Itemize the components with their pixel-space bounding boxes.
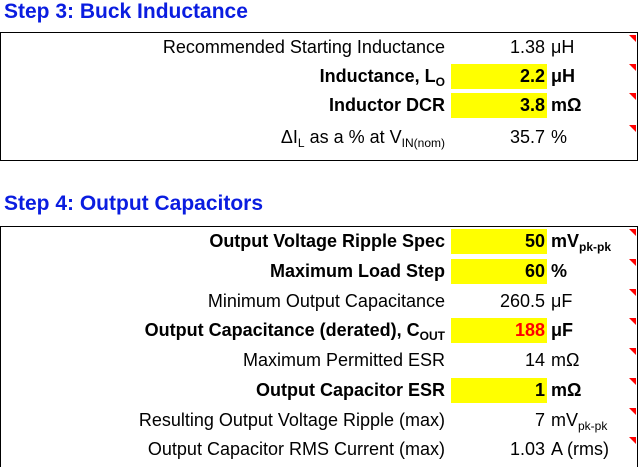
red-triangle-comment-icon[interactable] <box>629 125 636 132</box>
capacitor-esr-unit: mΩ <box>551 380 582 400</box>
recommended-inductance-value: 1.38 <box>509 37 545 57</box>
step3-title: Step 3: Buck Inductance <box>4 0 248 23</box>
step4-row-rms-current: Output Capacitor RMS Current (max) 1.03 … <box>1 435 637 464</box>
inductor-dcr-unit: mΩ <box>551 95 582 115</box>
step3-row-recommended-inductance: Recommended Starting Inductance 1.38 μH <box>1 33 637 62</box>
red-triangle-comment-icon[interactable] <box>629 437 636 444</box>
inductance-input[interactable]: 2.2 <box>451 64 547 89</box>
step4-row-ripple-spec: Output Voltage Ripple Spec 50 mVpk-pk <box>1 227 637 256</box>
derated-capacitance-label: Output Capacitance (derated), COUT <box>144 320 445 343</box>
max-esr-value: 14 <box>524 350 545 370</box>
ripple-spec-label: Output Voltage Ripple Spec <box>209 231 445 251</box>
red-triangle-comment-icon[interactable] <box>629 348 636 355</box>
step4-row-capacitor-esr: Output Capacitor ESR 1 mΩ <box>1 376 637 405</box>
step4-row-load-step: Maximum Load Step 60 % <box>1 257 637 286</box>
red-triangle-comment-icon[interactable] <box>629 93 636 100</box>
inductor-dcr-input[interactable]: 3.8 <box>451 93 547 118</box>
load-step-unit: % <box>551 261 568 281</box>
step3-table: Recommended Starting Inductance 1.38 μH … <box>0 32 638 161</box>
load-step-input[interactable]: 60 <box>451 259 547 284</box>
step4-title: Step 4: Output Capacitors <box>4 192 264 215</box>
red-triangle-comment-icon[interactable] <box>629 64 636 71</box>
step4-row-derated-capacitance: Output Capacitance (derated), COUT 188 μ… <box>1 316 637 345</box>
rms-current-label: Output Capacitor RMS Current (max) <box>147 439 445 459</box>
step3-row-inductance: Inductance, LO 2.2 μH <box>1 62 637 91</box>
step4-row-min-capacitance: Minimum Output Capacitance 260.5 μF <box>1 287 637 316</box>
red-triangle-comment-icon[interactable] <box>629 378 636 385</box>
step4-row-resulting-ripple: Resulting Output Voltage Ripple (max) 7 … <box>1 406 637 435</box>
inductance-label: Inductance, LO <box>319 66 445 89</box>
min-capacitance-value: 260.5 <box>499 291 545 311</box>
ripple-percent-label: ΔIL as a % at VIN(nom) <box>280 127 445 150</box>
red-triangle-comment-icon[interactable] <box>629 259 636 266</box>
rms-current-value: 1.03 <box>509 439 545 459</box>
step3-row-ripple-percent: ΔIL as a % at VIN(nom) 35.7 % <box>1 123 637 158</box>
max-esr-unit: mΩ <box>551 350 580 370</box>
inductor-dcr-label: Inductor DCR <box>329 95 445 115</box>
red-triangle-comment-icon[interactable] <box>629 318 636 325</box>
min-capacitance-unit: μF <box>551 291 573 311</box>
resulting-ripple-label: Resulting Output Voltage Ripple (max) <box>138 410 445 430</box>
ripple-spec-input[interactable]: 50 <box>451 229 547 254</box>
load-step-label: Maximum Load Step <box>269 261 445 281</box>
ripple-percent-value: 35.7 <box>509 127 545 147</box>
derated-capacitance-unit: μF <box>551 320 574 340</box>
inductance-unit: μH <box>551 66 576 86</box>
recommended-inductance-label: Recommended Starting Inductance <box>162 37 445 57</box>
capacitor-esr-input[interactable]: 1 <box>451 378 547 403</box>
ripple-spec-unit: mVpk-pk <box>551 231 612 254</box>
red-triangle-comment-icon[interactable] <box>629 35 636 42</box>
step3-row-inductor-dcr: Inductor DCR 3.8 mΩ <box>1 91 637 120</box>
resulting-ripple-unit: mVpk-pk <box>551 410 608 433</box>
red-triangle-comment-icon[interactable] <box>629 289 636 296</box>
ripple-percent-unit: % <box>551 127 568 147</box>
max-esr-label: Maximum Permitted ESR <box>242 350 445 370</box>
recommended-inductance-unit: μH <box>551 37 575 57</box>
step4-table: Output Voltage Ripple Spec 50 mVpk-pk Ma… <box>0 226 638 467</box>
red-triangle-comment-icon[interactable] <box>629 408 636 415</box>
derated-capacitance-input[interactable]: 188 <box>451 318 547 343</box>
rms-current-unit: A (rms) <box>551 439 609 459</box>
step4-row-max-esr: Maximum Permitted ESR 14 mΩ <box>1 346 637 375</box>
min-capacitance-label: Minimum Output Capacitance <box>207 291 445 311</box>
resulting-ripple-value: 7 <box>534 410 545 430</box>
capacitor-esr-label: Output Capacitor ESR <box>255 380 445 400</box>
red-triangle-comment-icon[interactable] <box>629 229 636 236</box>
